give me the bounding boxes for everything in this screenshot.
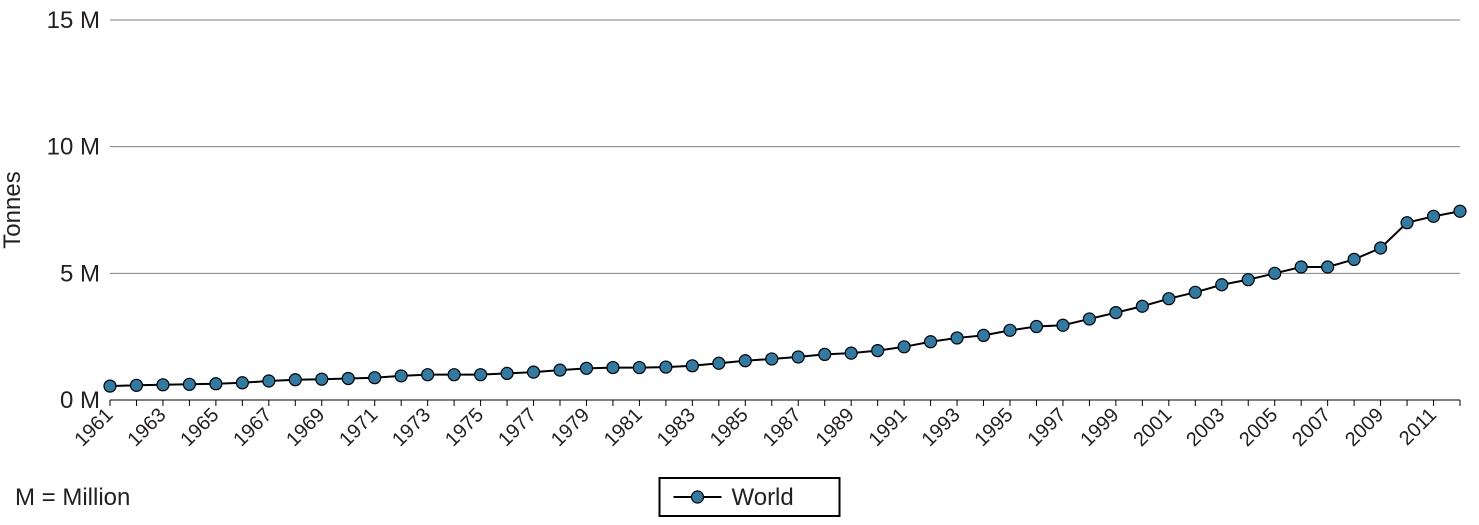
series-marker-world [951,332,963,344]
series-marker-world [1269,267,1281,279]
series-marker-world [925,336,937,348]
legend: World [660,478,840,516]
series-marker-world [1242,274,1254,286]
series-marker-world [1163,293,1175,305]
series-marker-world [1216,279,1228,291]
line-chart: 0 M5 M10 M15 MTonnes19611963196519671969… [0,0,1479,525]
ytick-label: 0 M [60,387,100,414]
series-marker-world [236,377,248,389]
series-marker-world [1401,217,1413,229]
series-marker-world [1295,261,1307,273]
series-marker-world [263,375,275,387]
series-marker-world [845,347,857,359]
ytick-label: 15 M [47,7,100,34]
series-marker-world [1454,205,1466,217]
series-marker-world [316,373,328,385]
series-marker-world [580,362,592,374]
series-marker-world [633,362,645,374]
ytick-label: 10 M [47,134,100,161]
series-marker-world [1189,286,1201,298]
legend-label: World [732,484,794,511]
series-marker-world [713,357,725,369]
series-marker-world [422,369,434,381]
series-marker-world [1136,300,1148,312]
series-marker-world [554,364,566,376]
series-marker-world [1348,253,1360,265]
series-marker-world [289,374,301,386]
series-marker-world [1428,210,1440,222]
series-marker-world [978,329,990,341]
series-marker-world [1057,319,1069,331]
series-marker-world [819,348,831,360]
series-marker-world [1322,261,1334,273]
series-marker-world [660,361,672,373]
series-marker-world [104,380,116,392]
series-marker-world [130,379,142,391]
series-marker-world [1004,324,1016,336]
series-marker-world [342,372,354,384]
ytick-label: 5 M [60,260,100,287]
series-marker-world [1110,307,1122,319]
series-marker-world [607,362,619,374]
y-axis-label: Tonnes [0,171,26,248]
series-marker-world [528,366,540,378]
legend-marker-icon [692,491,704,503]
series-marker-world [872,345,884,357]
series-marker-world [395,370,407,382]
series-marker-world [210,378,222,390]
series-marker-world [686,360,698,372]
series-marker-world [448,369,460,381]
unit-note: M = Million [15,484,130,511]
series-marker-world [1375,242,1387,254]
series-marker-world [501,367,513,379]
series-marker-world [475,369,487,381]
series-marker-world [1083,313,1095,325]
series-marker-world [766,353,778,365]
series-marker-world [898,341,910,353]
series-marker-world [1030,321,1042,333]
series-marker-world [183,378,195,390]
series-marker-world [792,351,804,363]
series-marker-world [369,372,381,384]
series-marker-world [739,355,751,367]
series-marker-world [157,379,169,391]
